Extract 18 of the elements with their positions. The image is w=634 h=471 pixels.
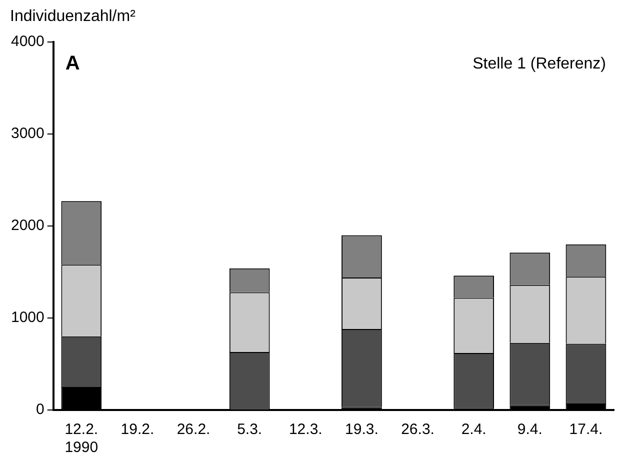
y-axis-title: Individuenzahl/m² [9,8,136,27]
x-tick-label: 9.4. [517,421,542,438]
x-tick-label: 26.3. [401,421,434,438]
x-tick-label: 19.2. [120,421,154,438]
x-tick-label: 26.2. [176,421,210,438]
y-tick-label: 2000 [10,217,44,234]
x-tick-label: 5.3. [237,421,262,438]
y-tick-label: 4000 [10,33,44,50]
x-tick-label: 19.3. [345,421,378,438]
x-tick-label: 2.4. [461,421,486,438]
x-tick-label: 12.2. 1990 [64,421,98,456]
y-tick-label: 1000 [10,309,44,326]
x-tick-label: 17.4. [569,421,603,438]
x-tick-label: 12.3. [288,421,322,438]
y-tick-label: 3000 [10,125,44,142]
y-tick-label: 0 [36,401,44,418]
annotation: A [65,52,80,75]
annotation: Stelle 1 (Referenz) [472,55,606,72]
